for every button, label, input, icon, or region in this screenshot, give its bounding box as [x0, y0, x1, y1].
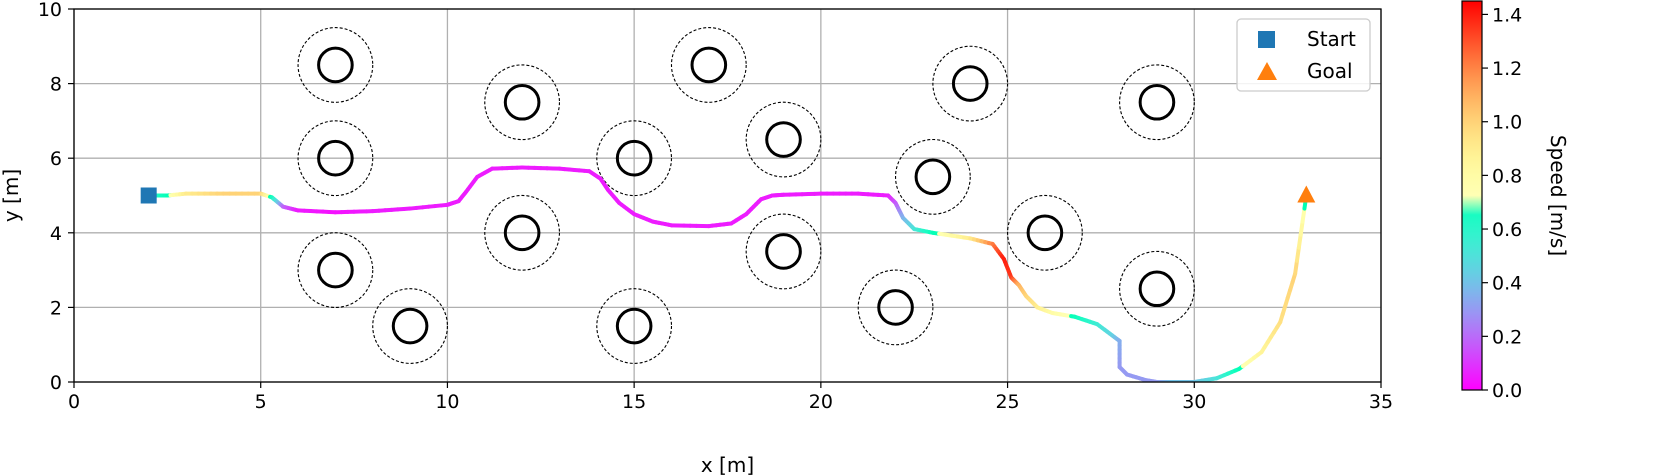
axis-ticks: 0 5 10 15 20 25 30 35 0 2 4 6 8 10: [38, 0, 1393, 413]
obstacle: [690, 46, 728, 84]
trajectory-segment: [1293, 258, 1299, 276]
y-tick-label: 4: [50, 223, 62, 245]
obstacle: [1138, 83, 1176, 121]
markers: [140, 185, 1316, 204]
trajectory-segment: [1294, 245, 1301, 263]
obstacle-safety-zone: [484, 194, 561, 271]
colorbar-tick-label: 0.4: [1492, 273, 1522, 295]
obstacle: [1138, 270, 1176, 308]
colorbar-tick-label: 1.2: [1492, 58, 1522, 80]
obstacle-safety-zone: [596, 120, 673, 197]
obstacle: [391, 307, 429, 345]
colorbar-ticks: 0.0 0.2 0.4 0.6 0.8 1.0 1.2 1.4: [1482, 4, 1522, 402]
x-tick-label: 25: [995, 391, 1019, 413]
y-tick-label: 6: [50, 148, 62, 170]
colorbar-tick-label: 0.6: [1492, 219, 1522, 241]
trajectory-segment: [1300, 206, 1307, 224]
obstacle-safety-zone: [372, 288, 448, 364]
legend-start-label: Start: [1307, 27, 1356, 51]
start-marker: [140, 187, 157, 204]
x-tick-label: 0: [68, 391, 80, 413]
x-axis-label: x [m]: [701, 453, 754, 475]
legend-start-marker: [1258, 31, 1275, 48]
y-tick-label: 10: [38, 0, 62, 21]
colorbar-tick-label: 1.0: [1492, 112, 1522, 134]
obstacle-safety-zone: [596, 288, 673, 364]
x-tick-label: 15: [622, 391, 646, 413]
goal-marker: [1297, 185, 1316, 203]
obstacle: [765, 121, 802, 158]
trajectory: [146, 165, 1309, 382]
obstacle-safety-zone: [297, 27, 374, 103]
obstacle-safety-zone: [297, 232, 374, 308]
obstacle: [951, 65, 989, 102]
y-tick-label: 8: [50, 74, 62, 96]
legend: Start Goal: [1236, 18, 1371, 92]
colorbar-tick-label: 1.4: [1492, 4, 1522, 26]
obstacle: [317, 251, 354, 289]
obstacle-safety-zone: [1007, 194, 1083, 271]
x-tick-label: 20: [809, 391, 833, 413]
obstacle: [615, 307, 653, 345]
obstacle: [1026, 214, 1064, 252]
obstacle: [765, 233, 802, 270]
obstacle: [914, 158, 952, 196]
obstacle-safety-zone: [1119, 250, 1195, 327]
y-axis-label: y [m]: [0, 169, 23, 222]
y-tick-label: 2: [50, 297, 62, 319]
obstacle-safety-zone: [745, 101, 822, 178]
obstacle-safety-zone: [894, 138, 971, 215]
obstacle-safety-zone: [745, 213, 822, 290]
obstacle: [877, 289, 914, 326]
colorbar-tick-label: 0.8: [1492, 165, 1522, 187]
obstacle-safety-zone: [857, 269, 934, 346]
colorbar-tick-label: 0.0: [1492, 380, 1522, 402]
legend-goal-label: Goal: [1307, 59, 1353, 83]
obstacles: [297, 27, 1195, 364]
obstacle: [503, 83, 541, 121]
colorbar-tick-label: 0.2: [1492, 326, 1522, 348]
x-tick-label: 5: [255, 391, 267, 413]
plot-frame: [73, 8, 1382, 383]
colorbar-label: Speed [m/s]: [1546, 135, 1570, 256]
obstacle-safety-zone: [297, 120, 374, 197]
x-tick-label: 30: [1182, 391, 1206, 413]
x-tick-label: 10: [435, 391, 459, 413]
obstacle: [615, 139, 653, 177]
x-tick-label: 35: [1369, 391, 1393, 413]
obstacle: [317, 139, 354, 177]
colorbar: 0.0 0.2 0.4 0.6 0.8 1.0 1.2 1.4 Speed [m/s]: [1461, 0, 1570, 402]
trajectory-segment: [1296, 232, 1303, 250]
trajectory-segment: [1298, 219, 1305, 237]
obstacle: [503, 214, 541, 252]
obstacle-safety-zone: [670, 27, 747, 103]
legend-goal-marker: [1257, 62, 1277, 80]
obstacle-safety-zone: [484, 64, 561, 141]
obstacle-safety-zone: [932, 45, 1009, 122]
y-tick-label: 0: [50, 372, 62, 394]
obstacle-safety-zone: [1119, 64, 1195, 141]
obstacle: [317, 46, 354, 84]
colorbar-gradient: [1461, 0, 1483, 391]
